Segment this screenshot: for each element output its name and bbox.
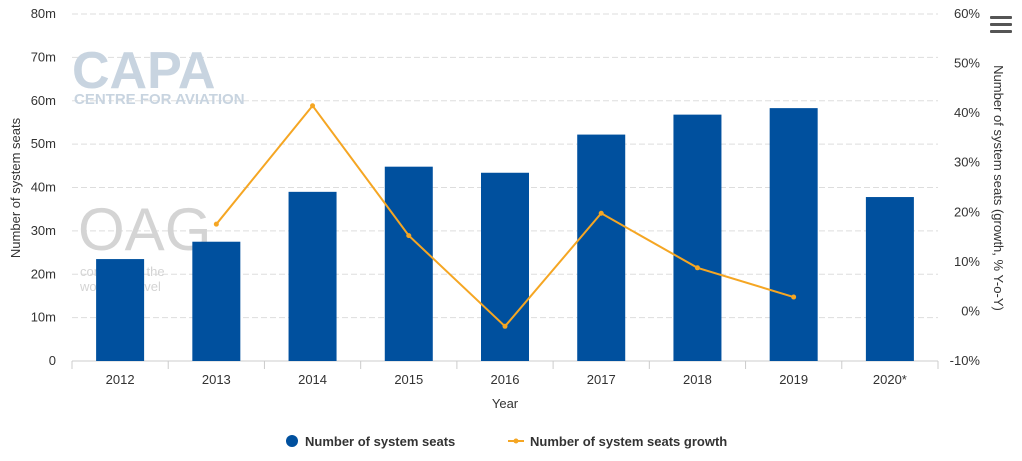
bar: [865, 197, 914, 361]
legend: Number of system seats Number of system …: [286, 434, 727, 449]
y2-axis-title: Number of system seats (growth, % Y-o-Y): [991, 65, 1006, 311]
growth-point: [791, 294, 797, 300]
bar: [769, 108, 818, 361]
capa-logo-subtitle: CENTRE FOR AVIATION: [74, 91, 245, 108]
y2-tick-label: 10%: [954, 254, 980, 269]
x-tick-label: 2012: [106, 372, 135, 387]
x-axis: 2012 2013 2014 2015 2016 2017 2018 2019 2020*: [71, 361, 939, 387]
bar: [673, 114, 722, 361]
legend-marker-growth: [513, 438, 519, 444]
growth-point: [213, 221, 219, 227]
x-tick-label: 2013: [202, 372, 231, 387]
hamburger-menu-icon: [990, 16, 1012, 19]
x-tick-label: 2019: [779, 372, 808, 387]
growth-point: [406, 233, 412, 239]
y-axis-left: 0 10m 20m 30m 40m 50m 60m 70m 80m: [31, 6, 56, 368]
y-tick-label: 60m: [31, 93, 56, 108]
bar: [481, 172, 529, 361]
legend-label-seats: Number of system seats: [305, 434, 455, 449]
y-tick-label: 70m: [31, 49, 56, 64]
legend-item-growth[interactable]: Number of system seats growth: [508, 434, 727, 449]
y-axis-title: Number of system seats: [8, 117, 23, 258]
x-tick-label: 2014: [298, 372, 327, 387]
bar-series: [96, 108, 914, 361]
legend-label-growth: Number of system seats growth: [530, 434, 727, 449]
growth-point: [310, 103, 316, 109]
line-series: [213, 103, 797, 329]
x-tick-label: 2015: [394, 372, 423, 387]
bar: [384, 166, 433, 361]
y-tick-label: 20m: [31, 266, 56, 281]
capa-logo-text: CAPA: [72, 42, 215, 100]
y2-tick-label: -10%: [950, 353, 981, 368]
y-tick-label: 0: [49, 353, 56, 368]
legend-item-seats[interactable]: Number of system seats: [286, 434, 455, 449]
x-axis-title: Year: [492, 396, 519, 411]
y2-tick-label: 50%: [954, 56, 980, 71]
legend-marker-seats: [286, 435, 298, 447]
bar: [288, 191, 337, 361]
x-tick-label: 2018: [683, 372, 712, 387]
y2-tick-label: 20%: [954, 204, 980, 219]
y-tick-label: 40m: [31, 180, 56, 195]
bar: [577, 134, 626, 361]
x-tick-label: 2020*: [873, 372, 907, 387]
chart-menu-button[interactable]: [990, 16, 1012, 36]
bar: [192, 241, 241, 361]
y-tick-label: 50m: [31, 136, 56, 151]
x-tick-label: 2017: [587, 372, 616, 387]
bar: [96, 259, 145, 361]
growth-point: [502, 323, 508, 329]
x-tick-label: 2016: [491, 372, 520, 387]
y-tick-label: 30m: [31, 223, 56, 238]
y-tick-label: 10m: [31, 310, 56, 325]
y-axis-right: -10% 0% 10% 20% 30% 40% 50% 60%: [950, 6, 981, 368]
y2-tick-label: 30%: [954, 155, 980, 170]
y2-tick-label: 60%: [954, 6, 980, 21]
y2-tick-label: 40%: [954, 105, 980, 120]
oag-logo-text: OAG: [78, 196, 211, 263]
y-tick-label: 80m: [31, 6, 56, 21]
growth-point: [694, 265, 700, 271]
y2-tick-label: 0%: [961, 303, 980, 318]
growth-point: [598, 210, 604, 216]
